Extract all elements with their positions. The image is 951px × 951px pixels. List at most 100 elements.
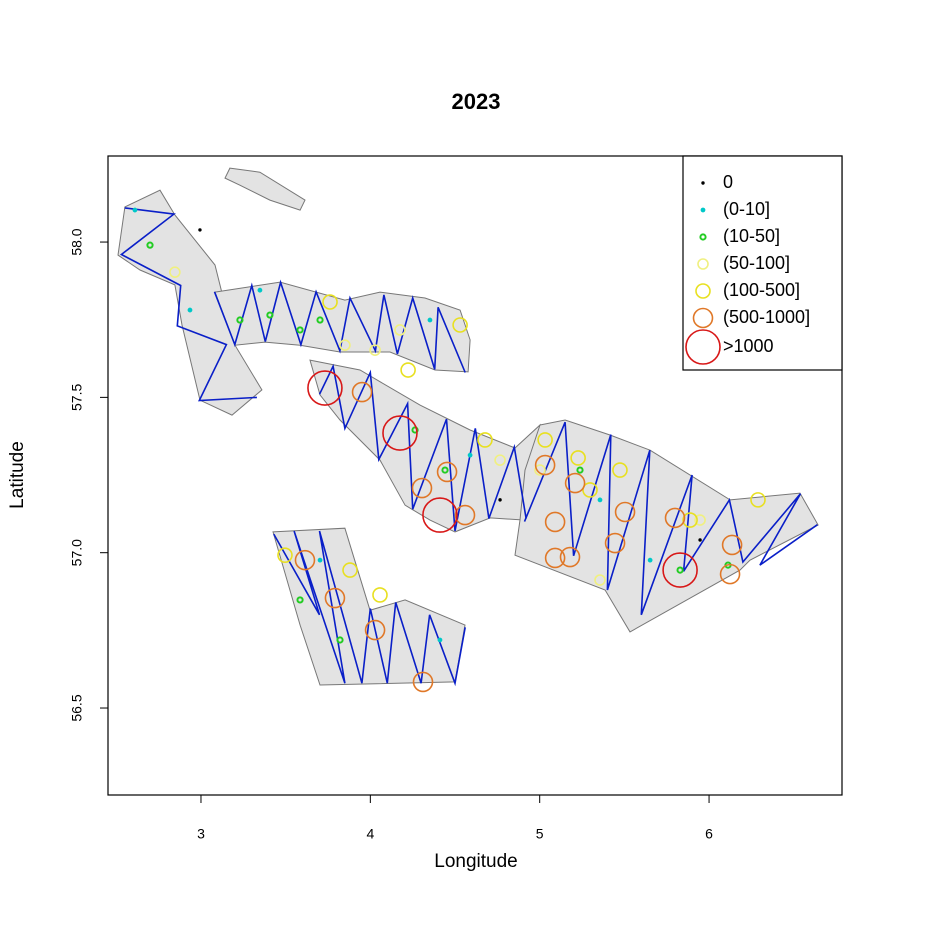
sample-point (339, 339, 351, 351)
sample-point (682, 512, 698, 528)
sample-point (277, 547, 293, 563)
sample-point (257, 287, 263, 293)
y-tick-label: 58.0 (69, 228, 85, 255)
sample-point (698, 538, 702, 542)
sample-point (198, 228, 202, 232)
legend-symbol (701, 181, 705, 185)
x-axis-label: Longitude (434, 851, 517, 872)
stratum (272, 527, 466, 686)
transect (273, 530, 466, 687)
stratum (214, 281, 471, 373)
sample-point (411, 477, 433, 499)
stratum (514, 419, 819, 633)
sample-point (452, 317, 468, 333)
sample-point (576, 466, 584, 474)
legend-label: (50-100] (723, 253, 790, 273)
sample-point (342, 562, 358, 578)
sample-point (316, 316, 324, 324)
sample-point (336, 636, 344, 644)
sample-point (394, 324, 406, 336)
sample-point (294, 549, 316, 571)
sample-point (498, 498, 502, 502)
y-tick-label: 56.5 (69, 694, 85, 721)
sample-point (132, 207, 138, 213)
sample-point (372, 587, 388, 603)
sample-point (612, 462, 628, 478)
stratum (224, 167, 306, 211)
sample-point (382, 415, 418, 451)
chart-title: 2023 (452, 89, 501, 114)
sample-point (582, 482, 598, 498)
sample-point (236, 316, 244, 324)
sample-point (454, 504, 476, 526)
sample-point (400, 362, 416, 378)
x-tick-label: 3 (197, 826, 205, 842)
sample-point (494, 454, 506, 466)
x-tick-label: 5 (536, 826, 544, 842)
sample-point (594, 574, 606, 586)
sample-point (307, 370, 343, 406)
sample-point (664, 507, 686, 529)
sample-point (604, 532, 626, 554)
sample-point (537, 432, 553, 448)
sample-point (694, 514, 706, 526)
y-tick-label: 57.5 (69, 384, 85, 411)
legend-label: 0 (723, 172, 733, 192)
legend-label: (0-10] (723, 199, 770, 219)
sample-point (437, 637, 443, 643)
transect (213, 279, 466, 373)
sample-point (412, 671, 434, 693)
stratum (117, 189, 263, 416)
y-tick-label: 57.0 (69, 539, 85, 566)
sample-point (364, 619, 386, 641)
sample-point (436, 461, 458, 483)
sample-point (187, 307, 193, 313)
transect (318, 363, 527, 532)
sample-point (296, 596, 304, 604)
sample-point (544, 511, 566, 533)
sample-point (411, 426, 419, 434)
sample-point (662, 552, 698, 588)
legend-symbol (699, 233, 707, 241)
x-tick-label: 4 (366, 826, 374, 842)
sample-point (614, 501, 636, 523)
legend-label: >1000 (723, 336, 774, 356)
sample-point (570, 450, 586, 466)
sample-point (564, 472, 586, 494)
sample-point (296, 326, 304, 334)
legend-label: (10-50] (723, 226, 780, 246)
sample-point (676, 566, 684, 574)
legend-symbol (695, 283, 711, 299)
x-tick-label: 6 (705, 826, 713, 842)
sample-point (324, 587, 346, 609)
sample-point (369, 344, 381, 356)
sample-point (441, 466, 449, 474)
sample-point (422, 497, 458, 533)
sample-point (146, 241, 154, 249)
sample-point (544, 547, 566, 569)
legend-box (682, 155, 843, 371)
sample-point (322, 294, 338, 310)
sample-point (534, 464, 546, 476)
transect (523, 421, 818, 616)
stratum (309, 359, 541, 533)
legend-symbol (685, 329, 721, 365)
sample-point (750, 492, 766, 508)
sample-point (427, 317, 433, 323)
plot-frame (107, 155, 843, 796)
sample-point (169, 266, 181, 278)
axes: 3 4 5 6 56.5 57.0 57.5 58.0 (69, 228, 713, 841)
sample-point (647, 557, 653, 563)
transect (119, 207, 257, 402)
sample-point (317, 557, 323, 563)
sample-point (351, 381, 373, 403)
sample-point (721, 534, 743, 556)
plot-area (117, 167, 819, 693)
sample-point (719, 563, 741, 585)
legend-symbol (692, 307, 714, 329)
y-axis-label: Latitude (7, 441, 28, 509)
legend-symbol (697, 258, 709, 270)
legend-label: (100-500] (723, 280, 800, 300)
legend-symbol (700, 207, 706, 213)
